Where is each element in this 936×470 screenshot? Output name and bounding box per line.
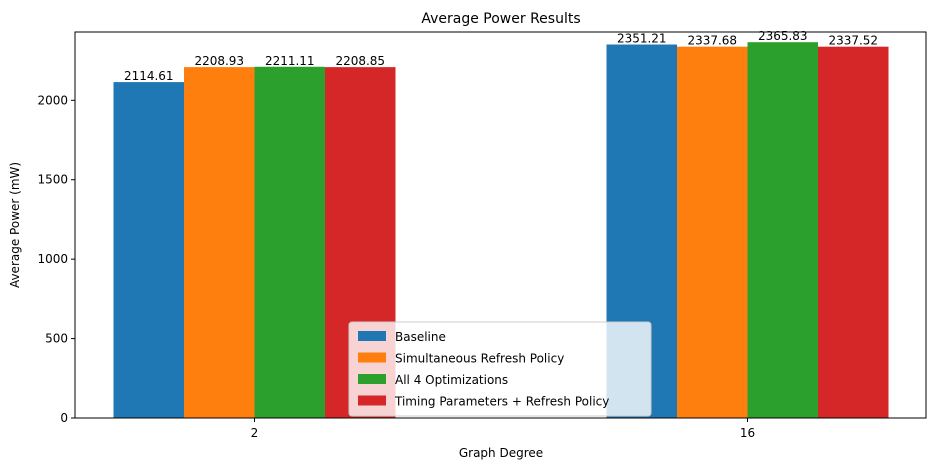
legend: Baseline Simultaneous Refresh Policy All 4… [348, 321, 652, 417]
data-label-3-0: 2208.85 [335, 54, 385, 68]
legend-swatch-1 [358, 352, 386, 363]
chart-title: Average Power Results [421, 11, 580, 27]
data-labels: 2114.61 2351.21 2208.93 2337.68 2211.11 2365.… [124, 29, 878, 83]
x-axis-label: Graph Degree [459, 446, 543, 460]
legend-swatch-3 [358, 395, 386, 406]
bar-1-1 [677, 46, 748, 418]
bar-3-1 [818, 46, 889, 418]
data-label-2-0: 2211.11 [265, 54, 315, 68]
y-axis-label: Average Power (mW) [8, 162, 22, 288]
legend-swatch-0 [358, 331, 386, 341]
y-tick-label-2: 1000 [37, 252, 68, 266]
legend-box [348, 321, 652, 417]
bar-0-0 [113, 82, 184, 418]
bar-2-1 [747, 42, 818, 418]
y-tick-label-1: 500 [45, 332, 68, 346]
plot-frame [74, 31, 927, 419]
legend-label-2: All 4 Optimizations [395, 373, 508, 387]
x-axis-ticks: 2 16 [251, 418, 755, 440]
y-tick-label-0: 0 [60, 411, 68, 425]
legend-label-0: Baseline [395, 330, 446, 344]
legend-label-1: Simultaneous Refresh Policy [395, 352, 564, 366]
data-label-1-1: 2337.68 [687, 34, 737, 48]
y-axis-ticks: 0 500 1000 1500 2000 [37, 93, 75, 425]
bar-1-0 [184, 67, 255, 419]
legend-swatch-2 [358, 374, 386, 384]
data-label-2-1: 2365.83 [758, 29, 808, 43]
legend-label-3: Timing Parameters + Refresh Policy [394, 395, 609, 409]
data-label-0-0: 2114.61 [124, 69, 174, 83]
bars-layer [113, 42, 889, 419]
x-tick-label-1: 16 [740, 426, 755, 440]
data-label-0-1: 2351.21 [617, 32, 667, 46]
x-tick-label-0: 2 [251, 426, 259, 440]
y-tick-label-4: 2000 [37, 93, 68, 107]
bar-2-0 [254, 66, 325, 419]
data-label-3-1: 2337.52 [828, 34, 878, 48]
data-label-1-0: 2208.93 [194, 54, 244, 68]
y-tick-label-3: 1500 [37, 173, 68, 187]
